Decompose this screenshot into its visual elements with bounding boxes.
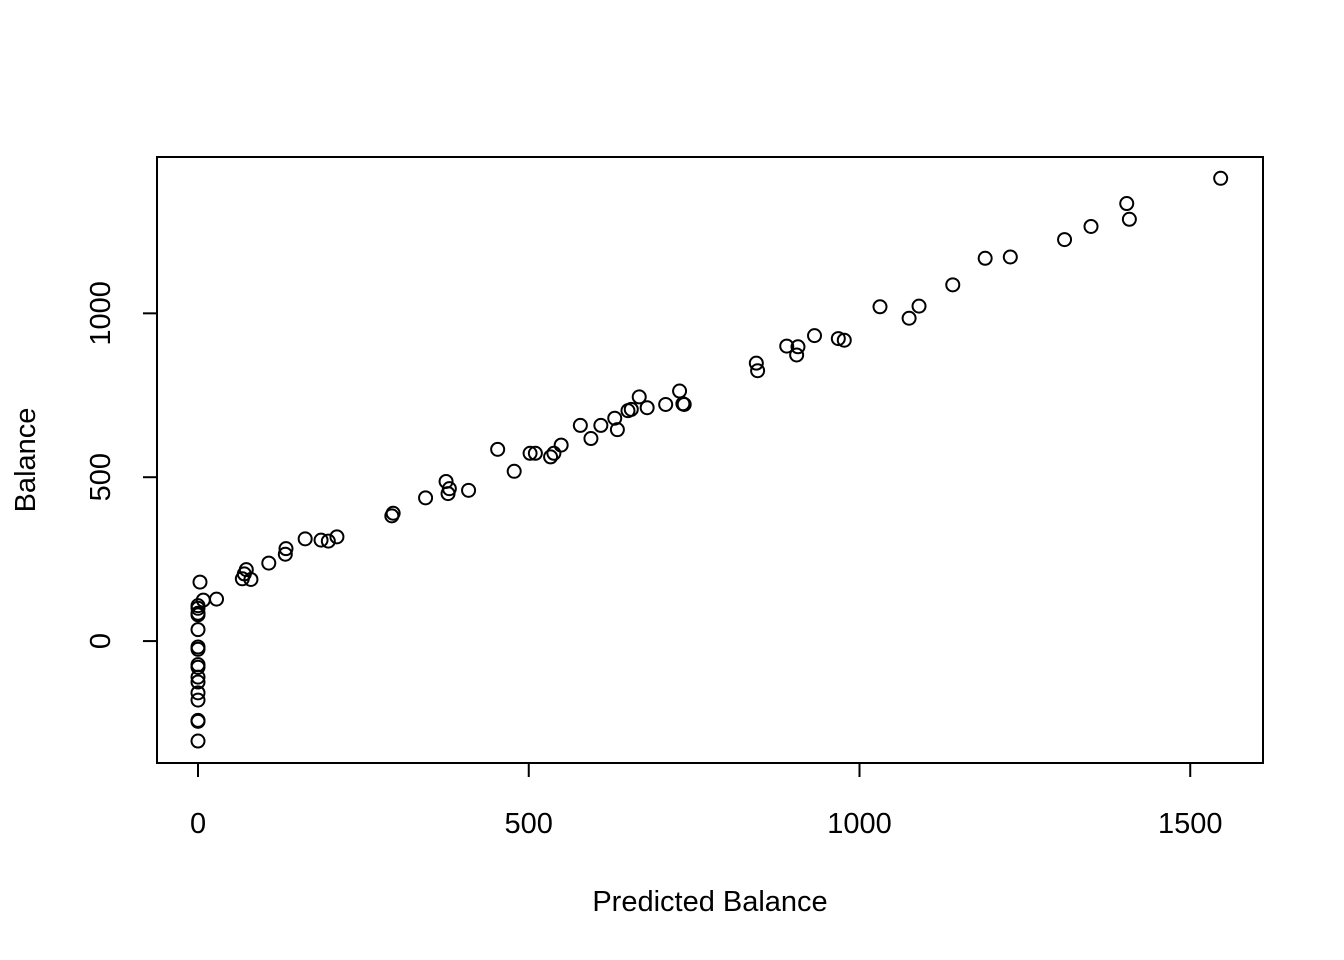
data-point <box>658 396 674 412</box>
data-point <box>441 481 457 497</box>
data-point <box>190 605 206 621</box>
data-point <box>461 482 477 498</box>
data-point <box>190 639 206 655</box>
data-point <box>676 396 692 412</box>
data-point <box>490 441 506 457</box>
data-point <box>639 400 655 416</box>
data-point <box>1121 211 1137 227</box>
x-tick-label: 1000 <box>827 808 892 840</box>
data-point <box>190 733 206 749</box>
x-tick-label: 0 <box>190 808 206 840</box>
data-point <box>329 529 345 545</box>
data-point <box>522 445 538 461</box>
data-point <box>190 692 206 708</box>
data-point <box>190 657 206 673</box>
data-point <box>830 331 846 347</box>
data-point <box>546 445 562 461</box>
data-point <box>748 355 764 371</box>
y-axis-label: Balance <box>10 408 42 513</box>
data-point <box>583 431 599 447</box>
data-point <box>631 389 647 405</box>
data-point <box>1213 170 1229 186</box>
data-point <box>750 363 766 379</box>
y-tick-label: 1000 <box>85 281 117 346</box>
data-point <box>779 338 795 354</box>
data-point <box>609 422 625 438</box>
x-axis: 0 500 1000 1500 <box>190 762 1223 840</box>
x-tick-label: 500 <box>505 808 553 840</box>
data-point <box>243 571 259 587</box>
data-point <box>945 277 961 293</box>
data-point <box>506 463 522 479</box>
data-point <box>977 250 993 266</box>
data-point <box>190 685 206 701</box>
data-point <box>593 417 609 433</box>
x-axis-label: Predicted Balance <box>592 886 827 918</box>
data-point <box>209 591 225 607</box>
data-point <box>807 328 823 344</box>
data-point <box>277 546 293 562</box>
data-point <box>1083 218 1099 234</box>
x-tick-label: 1500 <box>1158 808 1223 840</box>
data-point <box>385 505 401 521</box>
y-tick-label: 500 <box>85 453 117 501</box>
data-point <box>313 532 329 548</box>
data-point <box>911 298 927 314</box>
data-point <box>836 332 852 348</box>
data-points <box>190 170 1229 749</box>
y-tick-label: 0 <box>85 633 117 649</box>
data-point <box>297 531 313 547</box>
data-point <box>901 310 917 326</box>
data-point <box>672 383 688 399</box>
plot-frame <box>156 156 1264 764</box>
data-point <box>418 490 434 506</box>
data-point <box>543 449 559 465</box>
data-point <box>789 347 805 363</box>
data-point <box>1057 232 1073 248</box>
data-point <box>278 541 294 557</box>
data-point <box>190 622 206 638</box>
data-point <box>261 555 277 571</box>
data-point <box>192 574 208 590</box>
data-point <box>872 299 888 315</box>
y-axis: 0 500 1000 <box>85 281 158 649</box>
data-point <box>190 674 206 690</box>
data-point <box>572 417 588 433</box>
data-point <box>320 533 336 549</box>
data-point <box>1119 196 1135 212</box>
data-point <box>790 339 806 355</box>
data-point <box>553 437 569 453</box>
data-point <box>190 712 206 728</box>
data-point <box>527 445 543 461</box>
data-point <box>1002 249 1018 265</box>
data-point <box>623 401 639 417</box>
